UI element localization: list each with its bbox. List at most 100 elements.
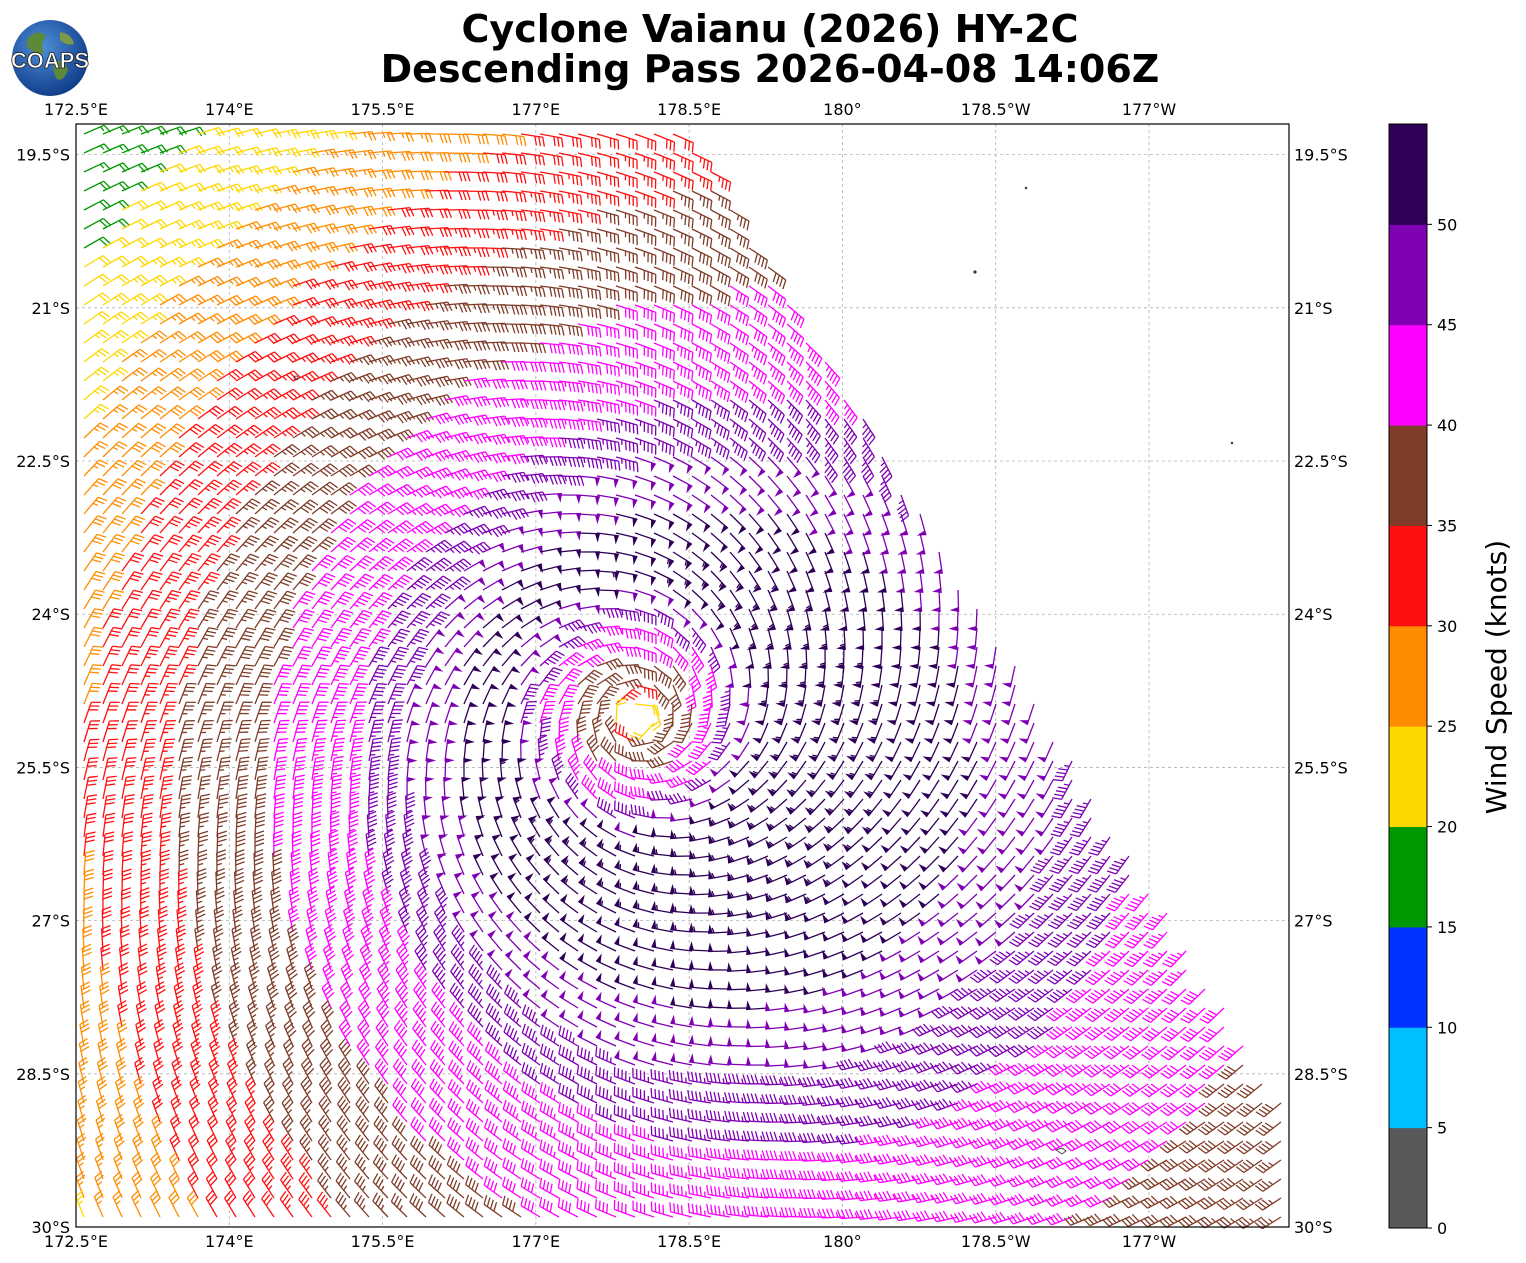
wind-barb (729, 380, 749, 403)
lon-label-bottom: 175.5°E (351, 1232, 415, 1251)
wind-barb (330, 279, 359, 291)
wind-barb (634, 342, 657, 360)
wind-barb (539, 323, 565, 336)
wind-barb (254, 406, 282, 420)
wind-barb (368, 262, 396, 273)
wind-barb (634, 380, 657, 398)
colorbar-tick-label: 45 (1437, 316, 1457, 335)
wind-barb (273, 277, 302, 289)
colorbar-tick-label: 35 (1437, 516, 1457, 535)
wind-barb (520, 209, 546, 223)
wind-barb (634, 399, 657, 417)
wind-barb (482, 285, 509, 296)
wind-barb (425, 227, 453, 238)
wind-barb (235, 387, 263, 401)
wind-barb (140, 256, 168, 268)
wind-barb (748, 399, 767, 424)
wind-barb (387, 244, 415, 255)
wind-barb (444, 133, 471, 144)
wind-barb (729, 342, 749, 365)
wind-barb (102, 236, 130, 249)
wind-barb (273, 222, 302, 232)
wind-barb (520, 228, 546, 241)
wind-barb (501, 133, 527, 147)
wind-barb (767, 380, 786, 405)
wind-barb (216, 331, 244, 344)
wind-barb (330, 149, 358, 160)
wind-barb (539, 285, 565, 299)
lon-label-top: 177°W (1122, 100, 1177, 119)
wind-barb (691, 190, 713, 211)
wind-barb (615, 380, 639, 397)
wind-barb (520, 417, 547, 428)
wind-barb (368, 187, 396, 199)
wind-barb (653, 209, 676, 228)
wind-speed-colorbar (1388, 123, 1428, 1229)
wind-barb (558, 380, 584, 393)
wind-barb (121, 404, 148, 420)
wind-barb (292, 241, 321, 253)
wind-barb (767, 285, 787, 309)
wind-barb (254, 184, 283, 195)
wind-barb (672, 171, 694, 191)
wind-barb (843, 399, 858, 426)
lon-label-top: 175.5°E (351, 100, 415, 119)
wind-barb (596, 247, 620, 264)
wind-barb (672, 228, 694, 248)
lon-label-bottom: 177°W (1122, 1232, 1177, 1251)
wind-barb (748, 380, 767, 404)
wind-barb (235, 165, 264, 176)
island-outline (973, 270, 977, 274)
wind-barb (311, 315, 340, 328)
wind-barb (197, 294, 225, 306)
wind-barb (444, 171, 471, 182)
wind-barb (216, 146, 245, 156)
wind-barb (672, 304, 694, 324)
wind-barb (444, 152, 471, 163)
wind-barb (501, 209, 527, 222)
wind-barb (710, 247, 731, 269)
wind-barb (406, 170, 434, 181)
wind-barb (159, 126, 188, 136)
wind-barb (102, 274, 130, 287)
wind-barb (387, 262, 415, 274)
wind-barb (216, 350, 244, 363)
wind-barb (767, 361, 786, 386)
wind-barb (520, 152, 546, 166)
wind-barb (596, 133, 620, 150)
wind-barb (387, 132, 415, 143)
wind-barb (197, 405, 224, 420)
wind-barb (368, 243, 396, 255)
wind-barb (558, 323, 584, 337)
wind-barb (425, 282, 453, 294)
wind-barb (216, 201, 245, 212)
wind-barb (292, 129, 320, 140)
wind-barb (653, 133, 676, 152)
wind-barb (463, 171, 490, 183)
wind-barb (102, 311, 130, 325)
wind-barb (444, 227, 471, 238)
wind-barb (653, 380, 675, 399)
wind-barb (273, 259, 302, 271)
wind-barb (178, 312, 206, 325)
wind-barb (824, 380, 840, 407)
wind-barb (786, 380, 804, 406)
lon-label-bottom: 178.5°W (961, 1232, 1031, 1251)
wind-barb (558, 342, 584, 356)
lat-label-right: 27°S (1294, 912, 1333, 931)
lat-label-right: 19.5°S (1294, 146, 1348, 165)
wind-barb (330, 130, 358, 141)
wind-barb (387, 374, 416, 386)
wind-barb (558, 152, 583, 168)
wind-barb (83, 310, 111, 325)
wind-barb (463, 284, 490, 295)
wind-barb (273, 240, 302, 252)
island-outline (1024, 186, 1028, 190)
wind-barb (197, 275, 225, 287)
wind-barb (140, 125, 169, 136)
wind-barb (444, 209, 471, 219)
wind-barb (729, 323, 750, 346)
wind-barb (729, 361, 749, 384)
wind-barb (482, 266, 509, 277)
wind-barb (634, 190, 657, 208)
